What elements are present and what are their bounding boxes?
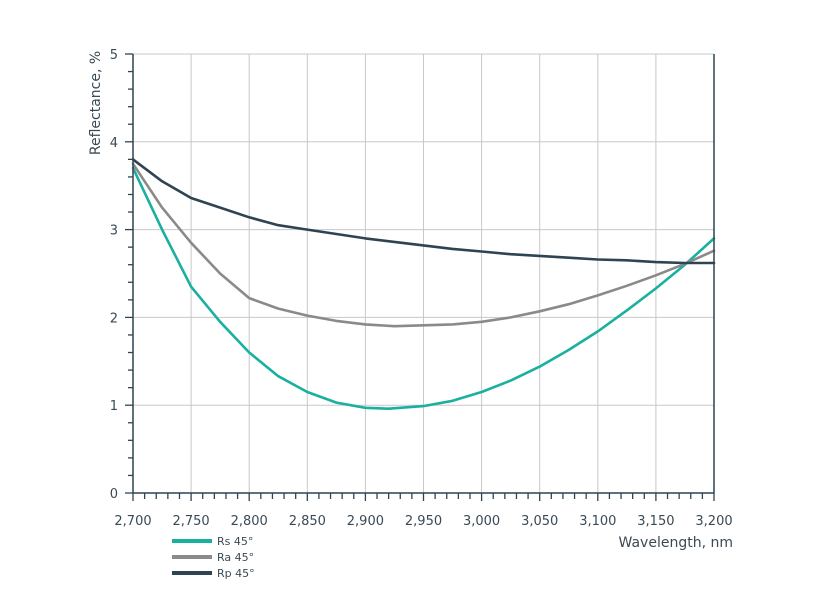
y-tick-labels: 0 1 2 3 4 5 — [110, 48, 118, 502]
series-line-rs-45 — [131, 166, 716, 411]
x-tick-label: 3,200 — [695, 514, 732, 529]
x-tick-label: 2,700 — [114, 514, 151, 529]
y-tick-label: 2 — [110, 311, 118, 326]
x-tick-label: 3,000 — [463, 514, 500, 529]
x-tick-labels: 2,700 2,750 2,800 2,850 2,900 2,950 3,000 3,050… — [114, 514, 732, 529]
y-axis-title: Reflectance, % — [88, 51, 104, 155]
x-tick-label: 2,750 — [172, 514, 209, 529]
legend-label: Rs 45° — [217, 535, 253, 548]
y-tick-label: 1 — [110, 399, 118, 414]
y-tick-label: 5 — [110, 48, 118, 63]
x-tick-label: 2,850 — [289, 514, 326, 529]
x-tick-label: 2,900 — [347, 514, 384, 529]
legend-label: Ra 45° — [217, 551, 254, 564]
x-axis-title: Wavelength, nm — [619, 535, 733, 551]
axes — [132, 54, 715, 494]
legend: Rs 45° Ra 45° Rp 45° — [172, 535, 255, 580]
series-lines — [131, 158, 716, 411]
series-line-rp-45 — [131, 158, 716, 265]
series-line-ra-45 — [131, 162, 716, 328]
y-tick-label: 3 — [110, 224, 118, 239]
y-tick-label: 0 — [110, 487, 118, 502]
x-minor-ticks — [125, 53, 715, 501]
legend-label: Rp 45° — [217, 567, 255, 580]
x-tick-label: 2,800 — [231, 514, 268, 529]
y-tick-label: 4 — [110, 136, 118, 151]
x-tick-label: 3,150 — [637, 514, 674, 529]
x-tick-label: 3,050 — [521, 514, 558, 529]
x-tick-label: 3,100 — [579, 514, 616, 529]
x-tick-label: 2,950 — [405, 514, 442, 529]
